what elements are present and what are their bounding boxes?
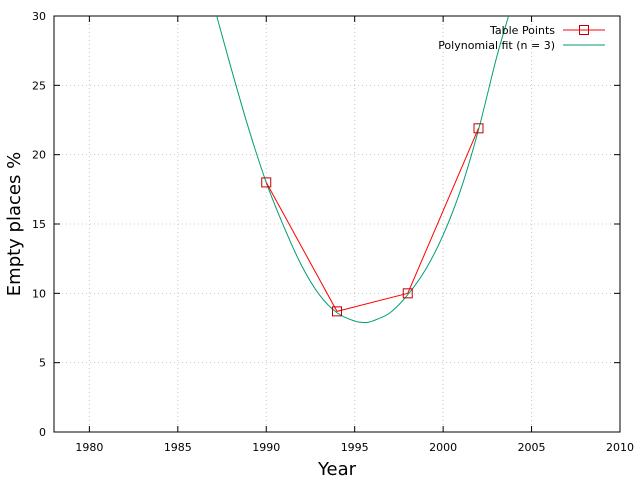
y-tick-label: 30 [32,10,46,23]
legend: Table Points Polynomial fit (n = 3) [438,24,605,52]
legend-marker [579,25,589,35]
y-axis: 0 5 10 15 20 25 30 [32,10,620,439]
y-tick-label: 25 [32,79,46,92]
data-point [332,306,342,317]
y-tick-label: 15 [32,218,46,231]
y-tick-label: 20 [32,149,46,162]
grid [54,16,620,432]
legend-label: Polynomial fit (n = 3) [438,39,555,52]
series-line [265,128,479,312]
x-tick-label: 1985 [164,441,192,454]
y-axis-title: Empty places % [4,152,25,296]
x-tick-label: 2010 [606,441,634,454]
x-axis-title: Year [317,459,357,480]
y-tick-label: 5 [39,357,46,370]
x-tick-label: 1980 [75,441,103,454]
x-tick-label: 1995 [341,441,369,454]
data-point [473,123,484,134]
x-tick-label: 1990 [252,441,280,454]
y-tick-label: 0 [39,426,46,439]
x-tick-label: 2005 [518,441,546,454]
x-axis: 1980 1985 1990 1995 2000 2005 2010 [75,16,634,454]
legend-label: Table Points [489,24,555,37]
series-line [216,16,510,323]
data-point [402,288,413,299]
data-point [261,177,272,188]
y-tick-label: 10 [32,287,46,300]
x-tick-label: 2000 [429,441,457,454]
series-layer [216,16,510,323]
